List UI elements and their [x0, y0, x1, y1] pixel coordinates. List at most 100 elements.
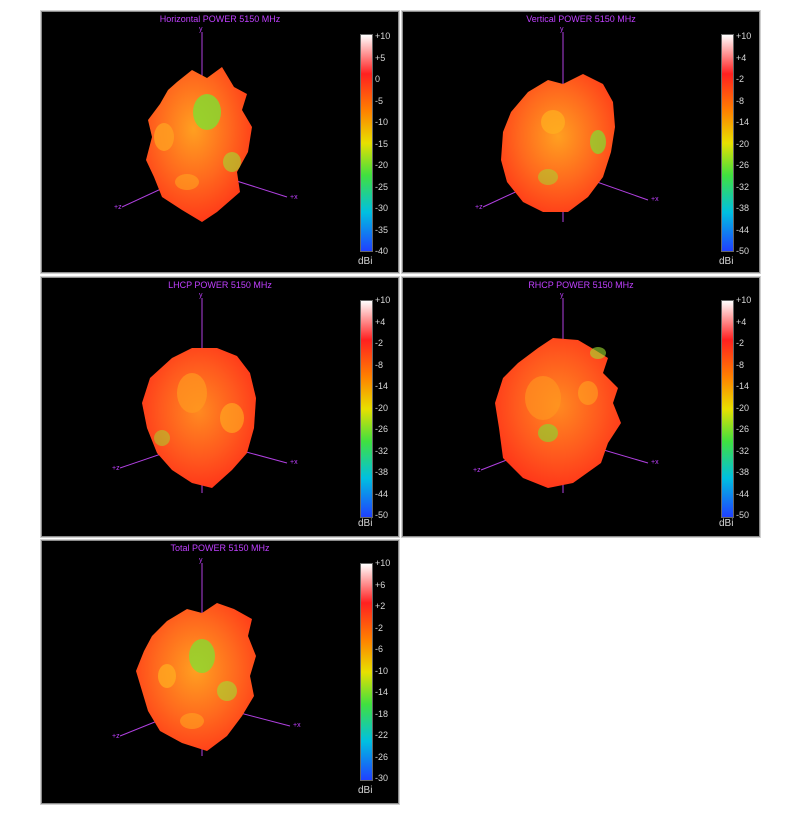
colorbar-tick: -6 [375, 644, 384, 654]
colorbar-tick: -8 [375, 360, 384, 370]
colorbar-tick: -10 [375, 666, 389, 676]
axis-label-y: y [199, 26, 203, 33]
colorbar-tick: -5 [375, 96, 384, 106]
axis-label-z: +z [473, 467, 481, 474]
colorbar-tick: -15 [375, 139, 389, 149]
colorbar-tick: -32 [375, 446, 389, 456]
axis-label-x: +x [651, 196, 659, 203]
colorbar-tick: -20 [375, 403, 389, 413]
axis-label-x: +x [651, 459, 659, 466]
colorbar-tick: +10 [736, 31, 752, 41]
pattern-lhcp [119, 298, 288, 493]
axis-label-x: +x [290, 459, 298, 466]
colorbar-tick: +10 [375, 558, 391, 568]
colorbar-tick: -38 [375, 467, 389, 477]
colorbar-tick: +5 [375, 53, 386, 63]
colorbar-tick: -50 [736, 246, 750, 256]
pattern-surface [136, 603, 256, 751]
colorbar [360, 563, 373, 781]
colorbar-tick: -50 [375, 510, 389, 520]
colorbar-tick: -38 [736, 203, 750, 213]
axis-label-y: y [560, 26, 564, 33]
axis-label-z: +z [114, 204, 122, 211]
axis-label-x: +x [290, 194, 298, 201]
colorbar-tick: -26 [375, 752, 389, 762]
colorbar-tick: -32 [736, 182, 750, 192]
colorbar-unit: dBi [358, 518, 373, 529]
colorbar-tick: 0 [375, 74, 381, 84]
colorbar-tick: -10 [375, 117, 389, 127]
colorbar-tick: +4 [736, 53, 747, 63]
colorbar-tick: -2 [375, 623, 384, 633]
colorbar-tick: +4 [375, 317, 386, 327]
colorbar-tick: +6 [375, 580, 386, 590]
colorbar-tick: -40 [375, 246, 389, 256]
panel-total: Total POWER 5150 MHz y +z +x +10 +6 +2 -… [41, 540, 399, 804]
panel-title: Horizontal POWER 5150 MHz [159, 14, 281, 24]
pattern-surface [146, 67, 252, 222]
colorbar-tick: -26 [736, 424, 750, 434]
colorbar-tick: +2 [375, 601, 386, 611]
colorbar-unit: dBi [719, 256, 734, 267]
colorbar-tick: -22 [375, 730, 389, 740]
colorbar-tick: -44 [736, 225, 750, 235]
colorbar-tick: +10 [736, 295, 752, 305]
axis-label-y: y [199, 292, 203, 299]
panel-vertical: Vertical POWER 5150 MHz y +z +x +10 +4 -… [402, 11, 760, 273]
axis-label-z: +z [112, 465, 120, 472]
colorbar-unit: dBi [719, 518, 734, 529]
panel-lhcp: LHCP POWER 5150 MHz y +z +x +10 +4 -2 -8… [41, 277, 399, 537]
colorbar-tick: -14 [375, 381, 389, 391]
axis-label-y: y [560, 292, 564, 299]
colorbar [360, 34, 373, 252]
colorbar-tick: -14 [736, 381, 750, 391]
pattern-surface [142, 348, 256, 488]
colorbar-tick: -18 [375, 709, 389, 719]
colorbar-unit: dBi [358, 256, 373, 267]
colorbar-tick: -25 [375, 182, 389, 192]
pattern-surface [501, 74, 615, 212]
colorbar-tick: -14 [375, 687, 389, 697]
colorbar [721, 34, 734, 252]
colorbar-tick: -44 [375, 489, 389, 499]
panel-title: Total POWER 5150 MHz [170, 543, 270, 553]
colorbar-tick: -2 [736, 74, 745, 84]
pattern-horizontal [121, 32, 288, 222]
colorbar-tick: +10 [375, 295, 391, 305]
colorbar-tick: -30 [375, 203, 389, 213]
colorbar [360, 300, 373, 518]
colorbar-tick: -30 [375, 773, 389, 783]
colorbar-tick: -14 [736, 117, 750, 127]
colorbar-unit: dBi [358, 785, 373, 796]
pattern-surface [495, 338, 621, 488]
colorbar-tick: -32 [736, 446, 750, 456]
colorbar-tick: +4 [736, 317, 747, 327]
pattern-rhcp [480, 298, 649, 493]
colorbar-tick: -35 [375, 225, 389, 235]
axis-label-z: +z [112, 733, 120, 740]
colorbar-tick: -20 [375, 160, 389, 170]
panel-title: RHCP POWER 5150 MHz [528, 280, 634, 290]
colorbar-tick: -26 [736, 160, 750, 170]
panel-rhcp: RHCP POWER 5150 MHz y +z +x +10 +4 -2 -8… [402, 277, 760, 537]
colorbar-tick: -20 [736, 403, 750, 413]
axis-label-z: +z [475, 204, 483, 211]
colorbar-tick: -44 [736, 489, 750, 499]
panel-horizontal: Horizontal POWER 5150 MHz y +z +x +10 +5… [41, 11, 399, 273]
colorbar-tick: -26 [375, 424, 389, 434]
colorbar-tick: -2 [375, 338, 384, 348]
pattern-total [119, 563, 291, 756]
axis-label-x: +x [293, 722, 301, 729]
pattern-vertical [482, 32, 649, 222]
colorbar-tick: -38 [736, 467, 750, 477]
panel-title: Vertical POWER 5150 MHz [526, 14, 636, 24]
colorbar [721, 300, 734, 518]
colorbar-tick: -20 [736, 139, 750, 149]
axis-label-y: y [199, 557, 203, 564]
colorbar-tick: -8 [736, 96, 745, 106]
colorbar-tick: -8 [736, 360, 745, 370]
panel-title: LHCP POWER 5150 MHz [168, 280, 272, 290]
colorbar-tick: -50 [736, 510, 750, 520]
colorbar-tick: +10 [375, 31, 391, 41]
colorbar-tick: -2 [736, 338, 745, 348]
